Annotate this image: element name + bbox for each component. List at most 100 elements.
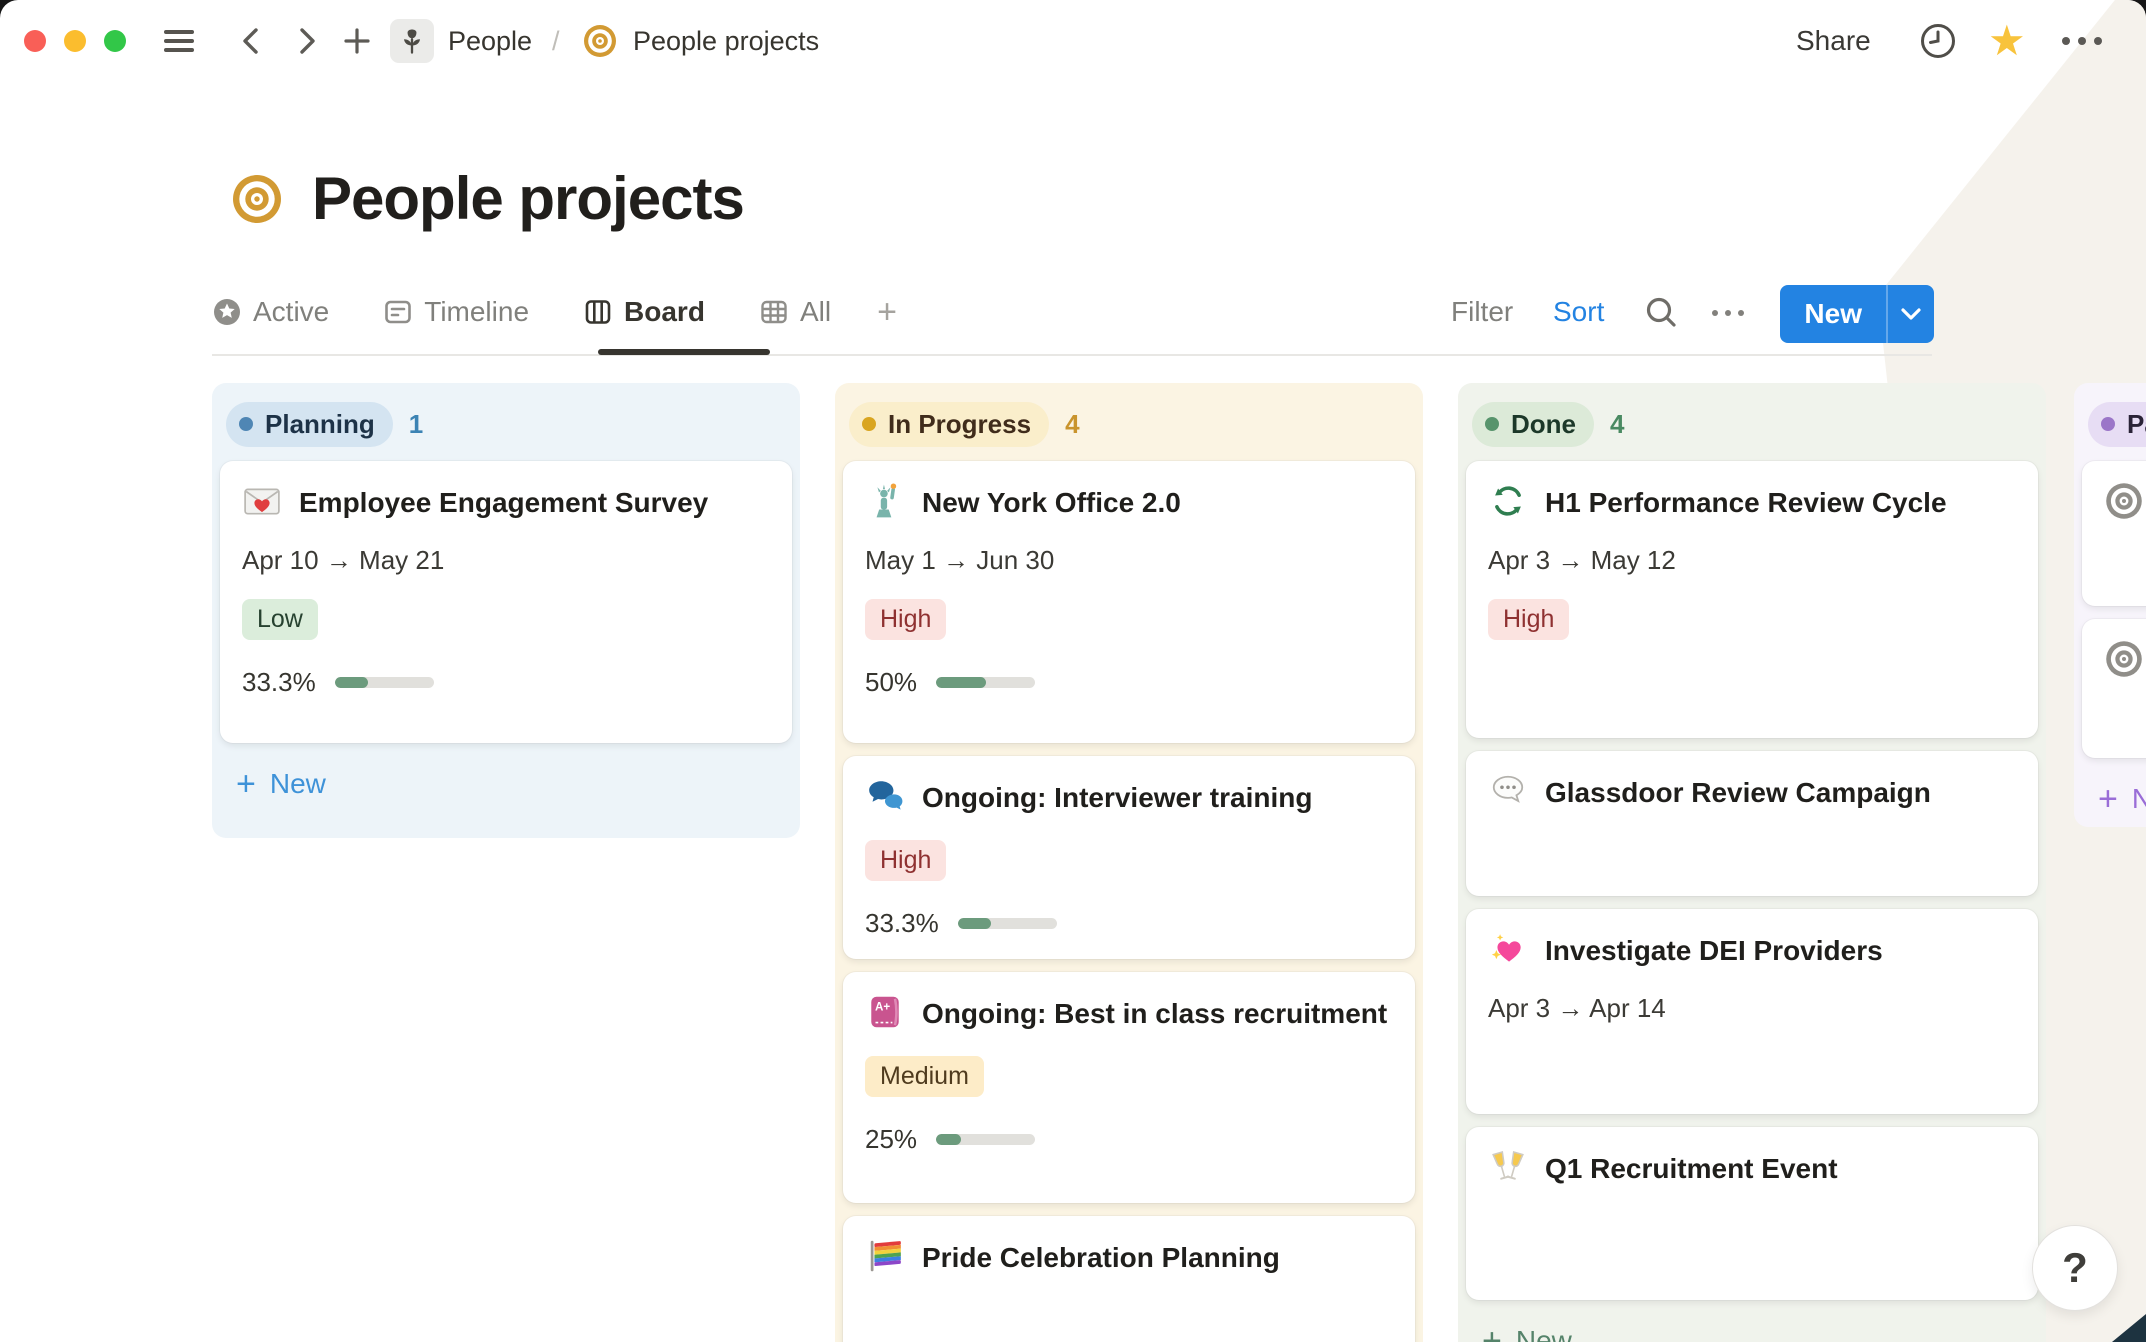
- card-title: Glassdoor Review Campaign: [1545, 777, 1931, 808]
- tab-timeline[interactable]: Timeline: [383, 296, 529, 328]
- progress-percent: 33.3%: [242, 667, 316, 698]
- board-icon: [583, 297, 613, 327]
- column-name: Done: [1511, 408, 1576, 439]
- zoom-window-button[interactable]: [104, 30, 126, 52]
- new-entry-button[interactable]: New: [1804, 298, 1862, 329]
- tab-all[interactable]: All: [759, 296, 831, 328]
- breadcrumb-current-label[interactable]: People projects: [633, 25, 820, 56]
- card-title: Investigate DEI Providers: [1545, 935, 1883, 966]
- close-window-button[interactable]: [24, 30, 46, 52]
- status-dot-icon: [1485, 417, 1499, 431]
- sidebar-toggle-icon[interactable]: [164, 0, 194, 82]
- page-bullseye-icon: [230, 172, 284, 226]
- plus-icon: +: [236, 765, 256, 803]
- priority-badge: Low: [242, 599, 318, 641]
- column-status-pill[interactable]: Done: [1472, 401, 1594, 447]
- add-view-button[interactable]: +: [877, 292, 897, 331]
- new-entry-split-button[interactable]: New: [1780, 285, 1934, 343]
- priority-badge: High: [865, 840, 947, 882]
- board-card[interactable]: Ongoing: Interviewer training High 33.3%: [843, 756, 1415, 960]
- flower-page-icon: [390, 19, 434, 63]
- more-options-icon[interactable]: [2058, 0, 2106, 82]
- card-date-range: Apr 3 → May 12: [1488, 545, 1676, 576]
- page-title[interactable]: People projects: [312, 165, 745, 232]
- share-button[interactable]: Share: [1796, 25, 1871, 56]
- card-title: Ongoing: Best in class recruitment: [922, 998, 1388, 1030]
- priority-badge: High: [1488, 599, 1570, 641]
- breadcrumb-parent-label[interactable]: People: [448, 25, 533, 56]
- minimize-window-button[interactable]: [64, 30, 86, 52]
- filter-button[interactable]: Filter: [1451, 296, 1514, 327]
- board-card[interactable]: [2082, 461, 2146, 606]
- column-count: 4: [1610, 408, 1625, 439]
- svg-text:A+: A+: [875, 1001, 890, 1014]
- board-card[interactable]: Pride Celebration Planning: [843, 1216, 1415, 1342]
- status-dot-icon: [862, 417, 876, 431]
- view-tabs: Active Timeline Board All +: [212, 280, 951, 344]
- card-date-range: Apr 3 → Apr 14: [1488, 993, 1666, 1024]
- breadcrumb-parent[interactable]: [390, 0, 434, 82]
- progress-percent: 33.3%: [865, 908, 939, 939]
- column-status-pill[interactable]: In Progress: [849, 401, 1050, 447]
- status-dot-icon: [2101, 417, 2115, 431]
- love-letter-icon: [242, 481, 282, 521]
- column-name: Planning: [265, 408, 375, 439]
- bullseye-gray-icon: [2104, 639, 2144, 679]
- board-card[interactable]: Glassdoor Review Campaign: [1466, 751, 2038, 896]
- tab-board[interactable]: Board: [583, 296, 705, 328]
- cycle-arrows-icon: [1488, 481, 1528, 521]
- progress-bar: [936, 1134, 1036, 1146]
- add-card-button[interactable]: + New: [236, 765, 326, 803]
- board-card[interactable]: Investigate DEI Providers Apr 3 → Apr 14: [1466, 909, 2038, 1114]
- column-count: 4: [1065, 408, 1080, 439]
- column-name: Pa: [2127, 408, 2146, 439]
- column-name: In Progress: [888, 408, 1032, 439]
- star-circle-icon: [212, 297, 242, 327]
- add-card-button[interactable]: + N: [2098, 780, 2146, 818]
- forward-button[interactable]: [294, 0, 320, 82]
- board-card[interactable]: Employee Engagement Survey Apr 10 → May …: [220, 461, 792, 743]
- chevron-down-icon[interactable]: [1888, 307, 1934, 321]
- statue-of-liberty-icon: [865, 481, 905, 521]
- help-button[interactable]: ?: [2032, 1225, 2118, 1311]
- tab-active-view[interactable]: Active: [212, 296, 329, 328]
- new-page-button[interactable]: [342, 0, 372, 82]
- progress-percent: 25%: [865, 1124, 918, 1155]
- sparkling-heart-icon: [1488, 929, 1528, 969]
- history-clock-icon[interactable]: [1918, 0, 1958, 82]
- tabs-divider: [212, 354, 1932, 356]
- board-card[interactable]: H1 Performance Review Cycle Apr 3 → May …: [1466, 461, 2038, 738]
- status-dot-icon: [239, 417, 253, 431]
- board-card[interactable]: Q1 Recruitment Event: [1466, 1127, 2038, 1300]
- board-card[interactable]: New York Office 2.0 May 1 → Jun 30 High …: [843, 461, 1415, 743]
- progress-bar: [957, 918, 1057, 930]
- plus-icon: +: [2098, 780, 2118, 818]
- progress-bar: [334, 677, 434, 689]
- view-options-icon[interactable]: [1708, 280, 1747, 344]
- board-card[interactable]: A+ Ongoing: Best in class recruitment Me…: [843, 972, 1415, 1204]
- card-title: Q1 Recruitment Event: [1545, 1153, 1838, 1184]
- sort-button[interactable]: Sort: [1553, 296, 1605, 327]
- card-date-range: Apr 10 → May 21: [242, 545, 445, 576]
- clinking-glasses-icon: [1488, 1147, 1528, 1187]
- column-status-pill[interactable]: Planning: [226, 401, 393, 447]
- active-tab-underline: [598, 349, 770, 355]
- add-card-button[interactable]: + New: [1472, 1316, 2032, 1342]
- card-title: H1 Performance Review Cycle: [1545, 487, 1947, 518]
- board-card[interactable]: [2082, 619, 2146, 758]
- back-button[interactable]: [238, 0, 264, 82]
- breadcrumb-separator: /: [552, 25, 560, 56]
- board-column-in-progress: In Progress 4: [835, 383, 1423, 1342]
- button-divider: [1886, 285, 1888, 343]
- board-column-planning: Planning 1 Employee Engagement Survey Ap…: [212, 383, 800, 838]
- search-icon[interactable]: [1643, 280, 1679, 344]
- titlebar: People / People projects Share ★: [0, 0, 2146, 82]
- card-title: Employee Engagement Survey: [299, 487, 709, 518]
- board-column-paused: Pa + N: [2074, 383, 2146, 827]
- favorite-star-icon[interactable]: ★: [1988, 17, 2026, 64]
- bullseye-page-icon: [582, 0, 618, 82]
- priority-badge: Medium: [865, 1056, 984, 1098]
- plus-icon: +: [1482, 1322, 1502, 1342]
- column-status-pill[interactable]: Pa: [2088, 401, 2146, 447]
